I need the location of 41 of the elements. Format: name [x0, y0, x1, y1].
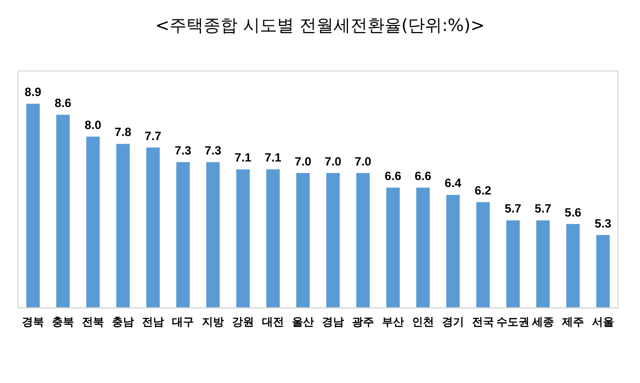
- data-label: 7.0: [354, 154, 372, 168]
- x-tick-label: 광주: [352, 315, 374, 328]
- data-label: 6.6: [414, 168, 432, 183]
- x-tick-label: 경남: [322, 315, 344, 328]
- x-tick-label: 부산: [382, 315, 404, 328]
- data-label: 7.0: [294, 154, 312, 168]
- x-tick-label: 충남: [112, 315, 134, 328]
- chart-title: <주택종합 시도별 전월세전환율(단위:%)>: [154, 15, 486, 38]
- data-label: 6.2: [474, 183, 492, 198]
- x-tick-label: 충북: [52, 315, 74, 328]
- data-label: 5.3: [594, 216, 612, 230]
- data-label: 5.7: [534, 202, 552, 216]
- data-label: 7.3: [174, 143, 192, 158]
- data-label: 5.6: [564, 205, 582, 220]
- x-tick-label: 울산: [292, 315, 314, 328]
- x-tick-label: 수도권: [496, 315, 530, 328]
- data-label: 7.3: [204, 143, 222, 158]
- data-label: 7.7: [144, 128, 162, 143]
- x-tick-label: 경북: [22, 315, 44, 328]
- x-tick-label: 전남: [142, 315, 164, 328]
- data-label: 8.0: [84, 118, 102, 132]
- x-tick-label: 전국: [472, 315, 494, 328]
- data-label: 7.1: [264, 150, 282, 165]
- data-label: 5.7: [504, 202, 522, 216]
- data-label: 7.0: [324, 154, 342, 168]
- x-tick-label: 세종: [531, 315, 554, 328]
- data-label: 6.4: [444, 176, 462, 190]
- x-tick-label: 서울: [592, 315, 614, 328]
- x-tick-label: 제주: [561, 315, 584, 328]
- data-label: 8.9: [24, 85, 42, 100]
- x-tick-label: 지방: [201, 315, 224, 328]
- x-tick-label: 인천: [412, 315, 434, 328]
- x-tick-label: 경기: [442, 315, 464, 328]
- x-tick-label: 대전: [262, 315, 284, 328]
- data-label: 7.1: [234, 150, 252, 165]
- data-label: 6.6: [384, 168, 402, 183]
- x-tick-label: 전북: [82, 315, 104, 328]
- x-tick-label: 대구: [172, 315, 194, 328]
- data-label: 8.6: [54, 96, 72, 110]
- x-tick-label: 강원: [232, 315, 254, 328]
- data-label: 7.8: [114, 125, 132, 140]
